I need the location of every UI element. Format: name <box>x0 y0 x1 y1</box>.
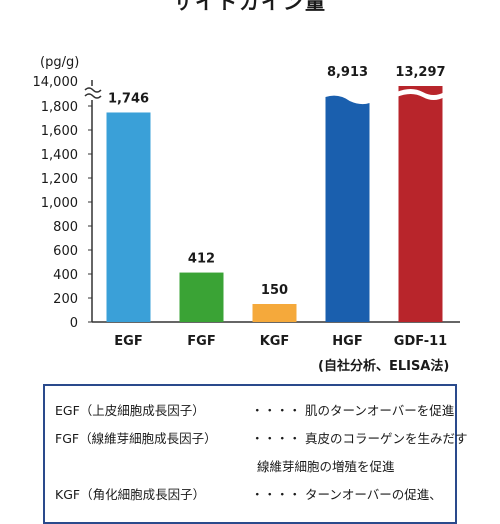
legend-term: EGF（上皮細胞成長因子） <box>55 403 205 418</box>
y-tick-label: 400 <box>53 268 78 283</box>
x-category-label: GDF-11 <box>394 334 447 349</box>
y-tick-label: 200 <box>53 292 78 307</box>
legend-dots: ・・・・ <box>251 403 302 418</box>
source-note: (自社分析、ELISA法) <box>318 359 450 374</box>
legend-dots: ・・・・ <box>251 431 302 446</box>
legend-desc: 真皮のコラーゲンを生みだす <box>305 431 468 446</box>
bar-chart: (pg/g) 14,000 0 200 400 600 800 1,000 1,200 1,4… <box>33 55 460 349</box>
legend-dots: ・・・・ <box>251 487 302 502</box>
data-label: 1,746 <box>108 91 149 106</box>
bar-egf <box>106 112 151 322</box>
bar-gdf11 <box>398 86 443 322</box>
y-tick-label: 1,600 <box>41 124 78 139</box>
legend-desc: 線維芽細胞の増殖を促進 <box>257 459 395 474</box>
data-label: 13,297 <box>395 65 445 80</box>
legend-term: KGF（角化細胞成長因子） <box>55 487 206 502</box>
x-category-label: HGF <box>332 334 362 349</box>
y-tick-label-upper: 14,000 <box>33 75 79 90</box>
legend-desc: ターンオーバーの促進、 <box>305 487 442 502</box>
y-unit-label: (pg/g) <box>40 55 79 70</box>
x-category-label: KGF <box>260 334 290 349</box>
legend-box: EGF（上皮細胞成長因子） ・・・・ 肌のターンオーバーを促進 FGF（線維芽細胞… <box>43 384 468 524</box>
legend-row: EGF（上皮細胞成長因子） ・・・・ 肌のターンオーバーを促進 <box>55 400 454 419</box>
legend-desc: 肌のターンオーバーを促進 <box>305 403 455 418</box>
y-tick-label: 600 <box>53 244 78 259</box>
legend-row: 線維芽細胞の増殖を促進 <box>257 456 395 475</box>
y-tick-label: 1,400 <box>41 148 78 163</box>
axis-break-mark <box>84 93 102 99</box>
bar-kgf <box>252 304 297 322</box>
bar-fgf <box>179 272 224 322</box>
y-tick-label: 800 <box>53 220 78 235</box>
x-category-label: FGF <box>187 334 215 349</box>
bar-break-band <box>396 89 445 100</box>
y-tick-label: 0 <box>70 316 78 331</box>
y-tick-label: 1,200 <box>41 172 78 187</box>
legend-row: FGF（線維芽細胞成長因子） ・・・・ 真皮のコラーゲンを生みだす <box>55 428 468 447</box>
bar-hgf <box>325 95 370 323</box>
y-tick-label: 1,000 <box>41 196 78 211</box>
page-title: サイトカイン量 <box>173 0 327 14</box>
x-category-label: EGF <box>114 334 142 349</box>
data-label: 412 <box>188 252 215 267</box>
legend-row: KGF（角化細胞成長因子） ・・・・ ターンオーバーの促進、 <box>55 484 442 503</box>
legend-term: FGF（線維芽細胞成長因子） <box>55 431 217 446</box>
data-label: 8,913 <box>327 65 368 80</box>
y-tick-label: 1,800 <box>41 100 78 115</box>
axis-break-mark <box>84 87 102 93</box>
data-label: 150 <box>261 283 288 298</box>
